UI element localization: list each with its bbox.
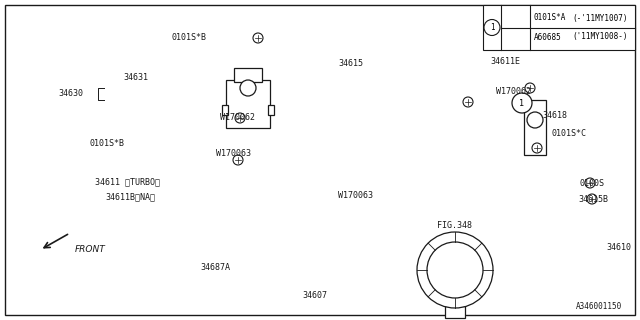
Text: 34615: 34615: [338, 59, 363, 68]
Text: A60685: A60685: [534, 33, 562, 42]
Text: 34611B〈NA〉: 34611B〈NA〉: [105, 193, 155, 202]
Circle shape: [463, 97, 473, 107]
Text: 0101S*A: 0101S*A: [534, 13, 566, 22]
Circle shape: [587, 194, 597, 204]
Text: W170063: W170063: [338, 190, 373, 199]
Text: 34631: 34631: [123, 73, 148, 82]
Bar: [268, 105, 274, 115]
Circle shape: [585, 178, 595, 188]
Circle shape: [240, 80, 256, 96]
Bar: [226, 80, 270, 128]
Circle shape: [525, 83, 535, 93]
Circle shape: [532, 143, 542, 153]
Text: A346001150: A346001150: [576, 302, 622, 311]
Text: 0101S*B: 0101S*B: [172, 34, 207, 43]
Text: W170063: W170063: [216, 148, 251, 157]
Text: 34615B: 34615B: [578, 195, 608, 204]
Text: 34630: 34630: [58, 89, 83, 98]
Bar: [524, 100, 546, 155]
Circle shape: [512, 93, 532, 113]
Circle shape: [233, 155, 243, 165]
Text: 34618: 34618: [542, 110, 567, 119]
Text: FIG.348: FIG.348: [437, 220, 472, 229]
Text: 34611 〈TURBO〉: 34611 〈TURBO〉: [95, 178, 160, 187]
Text: 34610: 34610: [606, 244, 631, 252]
Text: 0101S*B: 0101S*B: [89, 140, 124, 148]
Text: 34687A: 34687A: [200, 263, 230, 273]
Bar: [234, 68, 262, 82]
Text: 34611E: 34611E: [490, 57, 520, 66]
Text: FRONT: FRONT: [75, 244, 106, 253]
Circle shape: [235, 113, 245, 123]
Circle shape: [484, 20, 500, 36]
Text: (-'11MY1007): (-'11MY1007): [572, 13, 627, 22]
Text: 34607: 34607: [302, 292, 327, 300]
Bar: [445, 306, 465, 318]
Text: 1: 1: [490, 23, 494, 32]
Circle shape: [253, 33, 263, 43]
Bar: [222, 105, 228, 115]
Circle shape: [417, 232, 493, 308]
Text: 0100S: 0100S: [580, 179, 605, 188]
Text: 0101S*C: 0101S*C: [552, 130, 587, 139]
Text: ('11MY1008-): ('11MY1008-): [572, 33, 627, 42]
Text: 1: 1: [520, 99, 525, 108]
Circle shape: [427, 242, 483, 298]
Text: W170062: W170062: [496, 86, 531, 95]
Text: W170062: W170062: [220, 114, 255, 123]
Bar: [483, 5, 635, 50]
Circle shape: [527, 112, 543, 128]
